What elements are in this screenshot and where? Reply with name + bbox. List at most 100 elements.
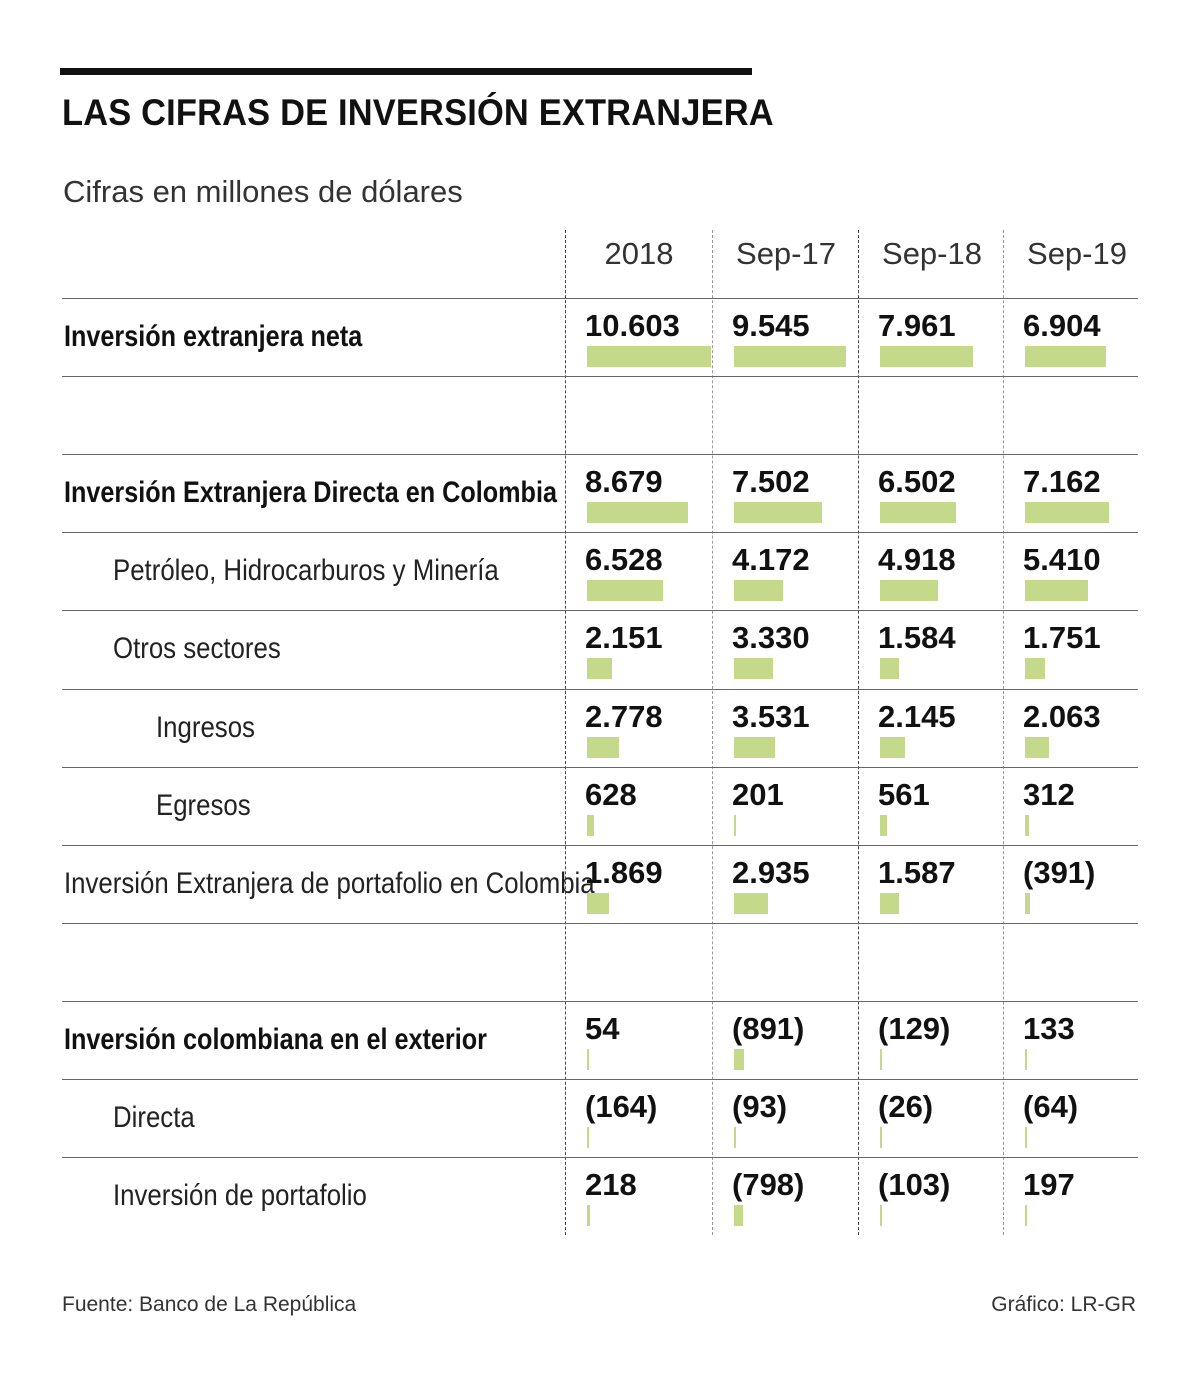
cell-value: 1.584 bbox=[878, 620, 956, 656]
row-divider bbox=[62, 1000, 1138, 1002]
cell-value: 1.869 bbox=[585, 854, 663, 890]
value-bar bbox=[1025, 658, 1046, 680]
cell-value: 7.961 bbox=[878, 308, 956, 343]
value-bar bbox=[587, 346, 711, 367]
cell-value: (64) bbox=[1023, 1089, 1079, 1124]
value-bar bbox=[734, 814, 737, 836]
value-bar bbox=[1025, 736, 1050, 758]
value-bar bbox=[880, 346, 974, 367]
cell-value: (798) bbox=[732, 1167, 805, 1203]
value-bar bbox=[734, 580, 783, 602]
cell-value: 3.531 bbox=[732, 698, 810, 734]
column-divider bbox=[1003, 230, 1004, 1235]
chart-subtitle: Cifras en millones de dólares bbox=[63, 174, 463, 209]
row-label: Otros sectores bbox=[113, 632, 281, 666]
cell-value: 133 bbox=[1023, 1010, 1075, 1046]
cell-value: 54 bbox=[585, 1010, 620, 1046]
value-bar bbox=[880, 658, 899, 680]
value-bar bbox=[734, 502, 822, 524]
value-bar bbox=[587, 892, 609, 914]
value-bar bbox=[587, 658, 613, 680]
value-bar bbox=[880, 892, 899, 914]
column-header: Sep-17 bbox=[736, 236, 836, 271]
value-bar bbox=[1025, 502, 1109, 524]
row-label: Egresos bbox=[156, 788, 251, 822]
value-bar bbox=[587, 502, 689, 524]
cell-value: 1.587 bbox=[878, 854, 956, 890]
row-divider bbox=[62, 1157, 1138, 1159]
cell-value: 3.330 bbox=[732, 620, 810, 656]
value-bar bbox=[880, 502, 957, 524]
value-bar bbox=[880, 580, 938, 602]
value-bar bbox=[880, 1048, 882, 1070]
row-label: Petróleo, Hidrocarburos y Minería bbox=[113, 554, 499, 588]
cell-value: 197 bbox=[1023, 1167, 1075, 1203]
cell-value: 8.679 bbox=[585, 464, 663, 500]
cell-value: 2.935 bbox=[732, 854, 810, 890]
cell-value: 6.528 bbox=[585, 542, 663, 578]
value-bar bbox=[587, 1205, 590, 1227]
cell-value: 561 bbox=[878, 776, 930, 812]
row-divider bbox=[62, 454, 1138, 456]
cell-value: (93) bbox=[732, 1089, 788, 1124]
row-label: Ingresos bbox=[156, 710, 255, 744]
value-bar bbox=[1025, 580, 1089, 602]
cell-value: (129) bbox=[878, 1010, 951, 1046]
cell-value: 5.410 bbox=[1023, 542, 1101, 578]
value-bar bbox=[587, 736, 620, 758]
cell-value: 201 bbox=[732, 776, 784, 812]
value-bar bbox=[1025, 1205, 1028, 1227]
title-rule bbox=[60, 68, 752, 75]
cell-value: (26) bbox=[878, 1089, 934, 1124]
value-bar bbox=[587, 580, 664, 602]
row-label: Inversión colombiana en el exterior bbox=[64, 1022, 487, 1056]
cell-value: 628 bbox=[585, 776, 637, 812]
row-label: Inversión extranjera neta bbox=[64, 320, 363, 353]
value-bar bbox=[880, 814, 887, 836]
cell-value: 1.751 bbox=[1023, 620, 1101, 656]
cell-value: 2.151 bbox=[585, 620, 663, 656]
row-label: Inversión Extranjera Directa en Colombia bbox=[64, 476, 557, 510]
row-divider bbox=[62, 610, 1138, 612]
cell-value: 10.603 bbox=[585, 308, 680, 343]
row-divider bbox=[62, 688, 1138, 690]
value-bar bbox=[734, 1048, 745, 1070]
row-label: Inversión Extranjera de portafolio en Co… bbox=[64, 866, 595, 900]
value-bar bbox=[880, 1205, 882, 1227]
value-bar bbox=[880, 736, 906, 758]
row-label: Inversión de portafolio bbox=[113, 1179, 367, 1213]
row-divider bbox=[62, 532, 1138, 534]
cell-value: (164) bbox=[585, 1089, 658, 1124]
column-header: Sep-19 bbox=[1027, 236, 1127, 271]
cell-value: 7.502 bbox=[732, 464, 810, 500]
value-bar bbox=[734, 346, 846, 367]
column-header: Sep-18 bbox=[882, 236, 982, 271]
column-divider bbox=[712, 230, 713, 1235]
value-bar bbox=[1025, 346, 1106, 367]
cell-value: 6.502 bbox=[878, 464, 956, 500]
value-bar bbox=[734, 892, 769, 914]
cell-value: 6.904 bbox=[1023, 308, 1101, 343]
row-divider bbox=[62, 844, 1138, 846]
cell-value: 9.545 bbox=[732, 308, 810, 343]
cell-value: (391) bbox=[1023, 854, 1096, 890]
value-bar bbox=[1025, 814, 1029, 836]
column-header: 2018 bbox=[604, 236, 674, 271]
row-divider bbox=[62, 766, 1138, 768]
value-bar bbox=[587, 814, 595, 836]
cell-value: 4.172 bbox=[732, 542, 810, 578]
cell-value: (891) bbox=[732, 1010, 805, 1046]
row-divider bbox=[62, 922, 1138, 924]
row-divider bbox=[62, 298, 1138, 299]
value-bar bbox=[734, 1205, 744, 1227]
cell-value: (103) bbox=[878, 1167, 951, 1203]
cell-value: 7.162 bbox=[1023, 464, 1101, 500]
cell-value: 2.063 bbox=[1023, 698, 1101, 734]
column-divider bbox=[565, 230, 566, 1235]
cell-value: 218 bbox=[585, 1167, 637, 1203]
cell-value: 4.918 bbox=[878, 542, 956, 578]
source-note: Fuente: Banco de La República bbox=[62, 1293, 357, 1316]
row-label: Directa bbox=[113, 1101, 195, 1134]
column-divider bbox=[858, 230, 859, 1235]
cell-value: 2.145 bbox=[878, 698, 956, 734]
